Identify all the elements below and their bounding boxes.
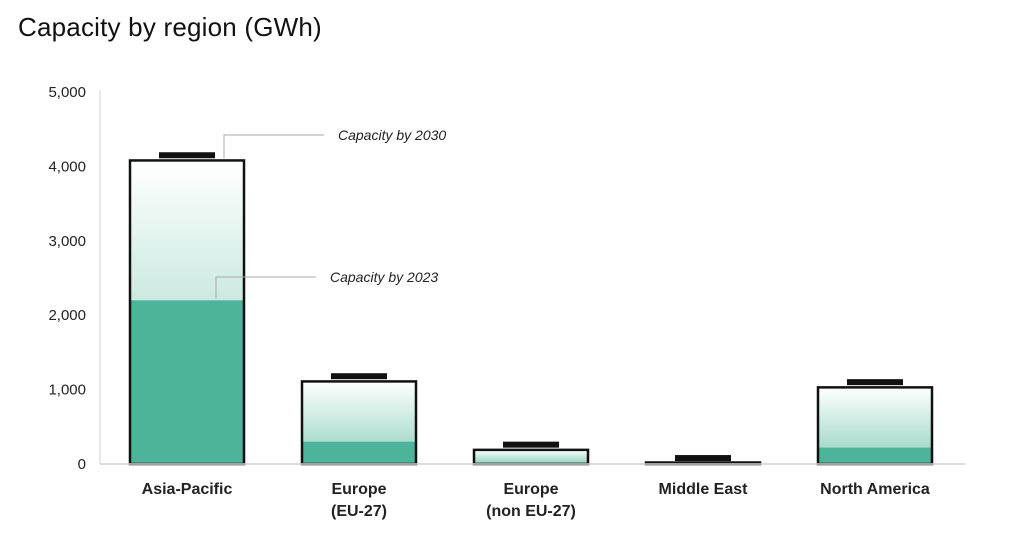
x-tick-label: Asia-Pacific [142, 481, 233, 498]
y-tick-label: 3,000 [48, 233, 86, 250]
x-tick-label: North America [820, 481, 930, 498]
bar-capacity-2023 [818, 447, 932, 464]
annotation-label: Capacity by 2023 [330, 269, 438, 285]
y-tick-label: 5,000 [48, 84, 86, 101]
x-tick-label: Europe [331, 481, 386, 498]
bar-capacity-2023 [130, 300, 244, 464]
y-tick-label: 4,000 [48, 158, 86, 175]
x-tick-label: (non EU-27) [486, 503, 576, 520]
y-tick-label: 1,000 [48, 382, 86, 399]
annotation-leader-line [215, 276, 316, 299]
x-tick-label: (EU-27) [331, 503, 387, 520]
range-cap-marker [675, 455, 731, 462]
y-tick-label: 0 [78, 456, 86, 473]
annotations: Capacity by 2030 Capacity by 2023 [215, 127, 446, 299]
annotation-leader-line [223, 134, 324, 159]
x-tick-label: Middle East [659, 481, 749, 498]
y-axis: 0 1,000 2,000 3,000 4,000 5,000 [48, 84, 101, 473]
bar-capacity-2030-fill [474, 449, 588, 464]
x-axis: Asia-Pacific Europe (EU-27) Europe (non EU-2… [100, 463, 965, 520]
bar-capacity-2023 [302, 441, 416, 464]
annotation-label: Capacity by 2030 [338, 127, 446, 143]
range-cap-marker [847, 379, 903, 386]
y-tick-label: 2,000 [48, 307, 86, 324]
range-cap-marker [503, 441, 559, 448]
range-cap-marker [159, 152, 215, 159]
x-tick-label: Europe [503, 481, 558, 498]
bars [128, 152, 934, 466]
range-cap-marker [331, 373, 387, 380]
chart-title: Capacity by region (GWh) [18, 12, 322, 42]
